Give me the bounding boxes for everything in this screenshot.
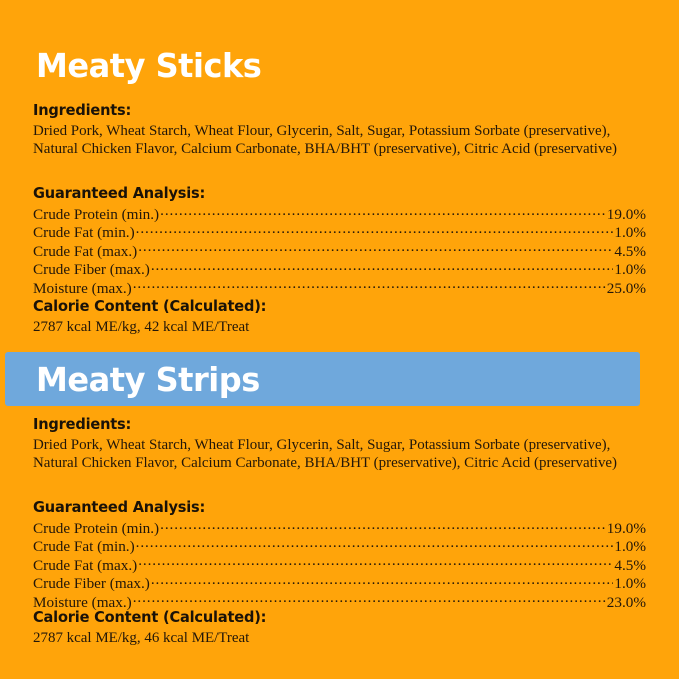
nutrient-value: 1.0% [614, 261, 646, 279]
guaranteed-analysis-row: Crude Fat (max.) 4.5% [33, 242, 646, 260]
guaranteed-analysis-row: Crude Fiber (max.) 1.0% [33, 574, 646, 592]
product-banner-meaty-strips: Meaty Strips [5, 352, 640, 406]
ingredients-text: Dried Pork, Wheat Starch, Wheat Flour, G… [33, 436, 618, 471]
guaranteed-analysis-block-meaty-sticks: Guaranteed Analysis: Crude Protein (min.… [33, 184, 646, 297]
product-title-meaty-strips: Meaty Strips [36, 359, 260, 399]
calorie-content-text: 2787 kcal ME/kg, 46 kcal ME/Treat [33, 629, 250, 646]
product-title-meaty-sticks: Meaty Sticks [36, 45, 262, 85]
guaranteed-analysis-row: Moisture (max.) 25.0% [33, 279, 646, 297]
guaranteed-analysis-row: Crude Fat (min.) 1.0% [33, 537, 646, 555]
calorie-content-block-meaty-sticks: Calorie Content (Calculated): 2787 kcal … [33, 297, 646, 336]
dot-leader [138, 242, 613, 256]
ingredients-heading: Ingredients: [33, 101, 132, 119]
nutrient-value: 1.0% [614, 224, 646, 242]
dot-leader [151, 574, 614, 588]
nutrient-value: 19.0% [606, 520, 646, 537]
nutrient-value: 1.0% [614, 538, 646, 556]
nutrient-name: Moisture (max.) [33, 593, 132, 611]
nutrient-value: 23.0% [606, 593, 646, 611]
guaranteed-analysis-list: Crude Protein (min.)19.0%Crude Fat (min.… [33, 205, 646, 297]
guaranteed-analysis-row: Crude Protein (min.) 19.0% [33, 205, 646, 223]
dot-leader [160, 205, 606, 219]
ingredients-heading: Ingredients: [33, 415, 132, 433]
ingredients-block-meaty-strips: Ingredients: Dried Pork, Wheat Starch, W… [33, 415, 646, 471]
dot-leader [151, 260, 614, 274]
nutrient-name: Crude Fiber (max.) [33, 261, 150, 279]
calorie-content-heading: Calorie Content (Calculated): [33, 608, 267, 626]
nutrient-name: Crude Protein (min.) [33, 206, 160, 223]
guaranteed-analysis-block-meaty-strips: Guaranteed Analysis: Crude Protein (min.… [33, 498, 646, 611]
guaranteed-analysis-list: Crude Protein (min.)19.0%Crude Fat (min.… [33, 519, 646, 611]
nutrient-value: 19.0% [606, 206, 646, 223]
ingredients-block-meaty-sticks: Ingredients: Dried Pork, Wheat Starch, W… [33, 101, 646, 157]
calorie-content-block-meaty-strips: Calorie Content (Calculated): 2787 kcal … [33, 608, 646, 647]
nutrient-value: 25.0% [606, 279, 646, 297]
guaranteed-analysis-heading: Guaranteed Analysis: [33, 498, 206, 516]
nutrient-name: Crude Protein (min.) [33, 520, 160, 537]
nutrient-value: 1.0% [614, 575, 646, 593]
guaranteed-analysis-row: Crude Protein (min.) 19.0% [33, 519, 646, 537]
dot-leader [160, 519, 606, 533]
ingredients-text: Dried Pork, Wheat Starch, Wheat Flour, G… [33, 122, 618, 157]
nutrient-value: 4.5% [614, 556, 646, 574]
dot-leader [136, 223, 614, 237]
guaranteed-analysis-row: Crude Fat (min.) 1.0% [33, 223, 646, 241]
product-banner-meaty-sticks: Meaty Sticks [5, 38, 640, 92]
guaranteed-analysis-heading: Guaranteed Analysis: [33, 184, 206, 202]
nutrient-name: Crude Fat (max.) [33, 242, 138, 260]
calorie-content-heading: Calorie Content (Calculated): [33, 297, 267, 315]
calorie-content-text: 2787 kcal ME/kg, 42 kcal ME/Treat [33, 318, 250, 335]
nutrient-name: Crude Fiber (max.) [33, 575, 150, 593]
dot-leader [133, 279, 606, 293]
dot-leader [136, 537, 614, 551]
dot-leader [133, 593, 606, 607]
nutrient-name: Crude Fat (min.) [33, 224, 135, 242]
nutrient-name: Moisture (max.) [33, 279, 132, 297]
guaranteed-analysis-row: Crude Fiber (max.) 1.0% [33, 260, 646, 278]
nutrient-name: Crude Fat (max.) [33, 556, 138, 574]
dot-leader [138, 556, 613, 570]
nutrient-name: Crude Fat (min.) [33, 538, 135, 556]
guaranteed-analysis-row: Moisture (max.) 23.0% [33, 593, 646, 611]
nutrient-value: 4.5% [614, 242, 646, 260]
guaranteed-analysis-row: Crude Fat (max.) 4.5% [33, 556, 646, 574]
